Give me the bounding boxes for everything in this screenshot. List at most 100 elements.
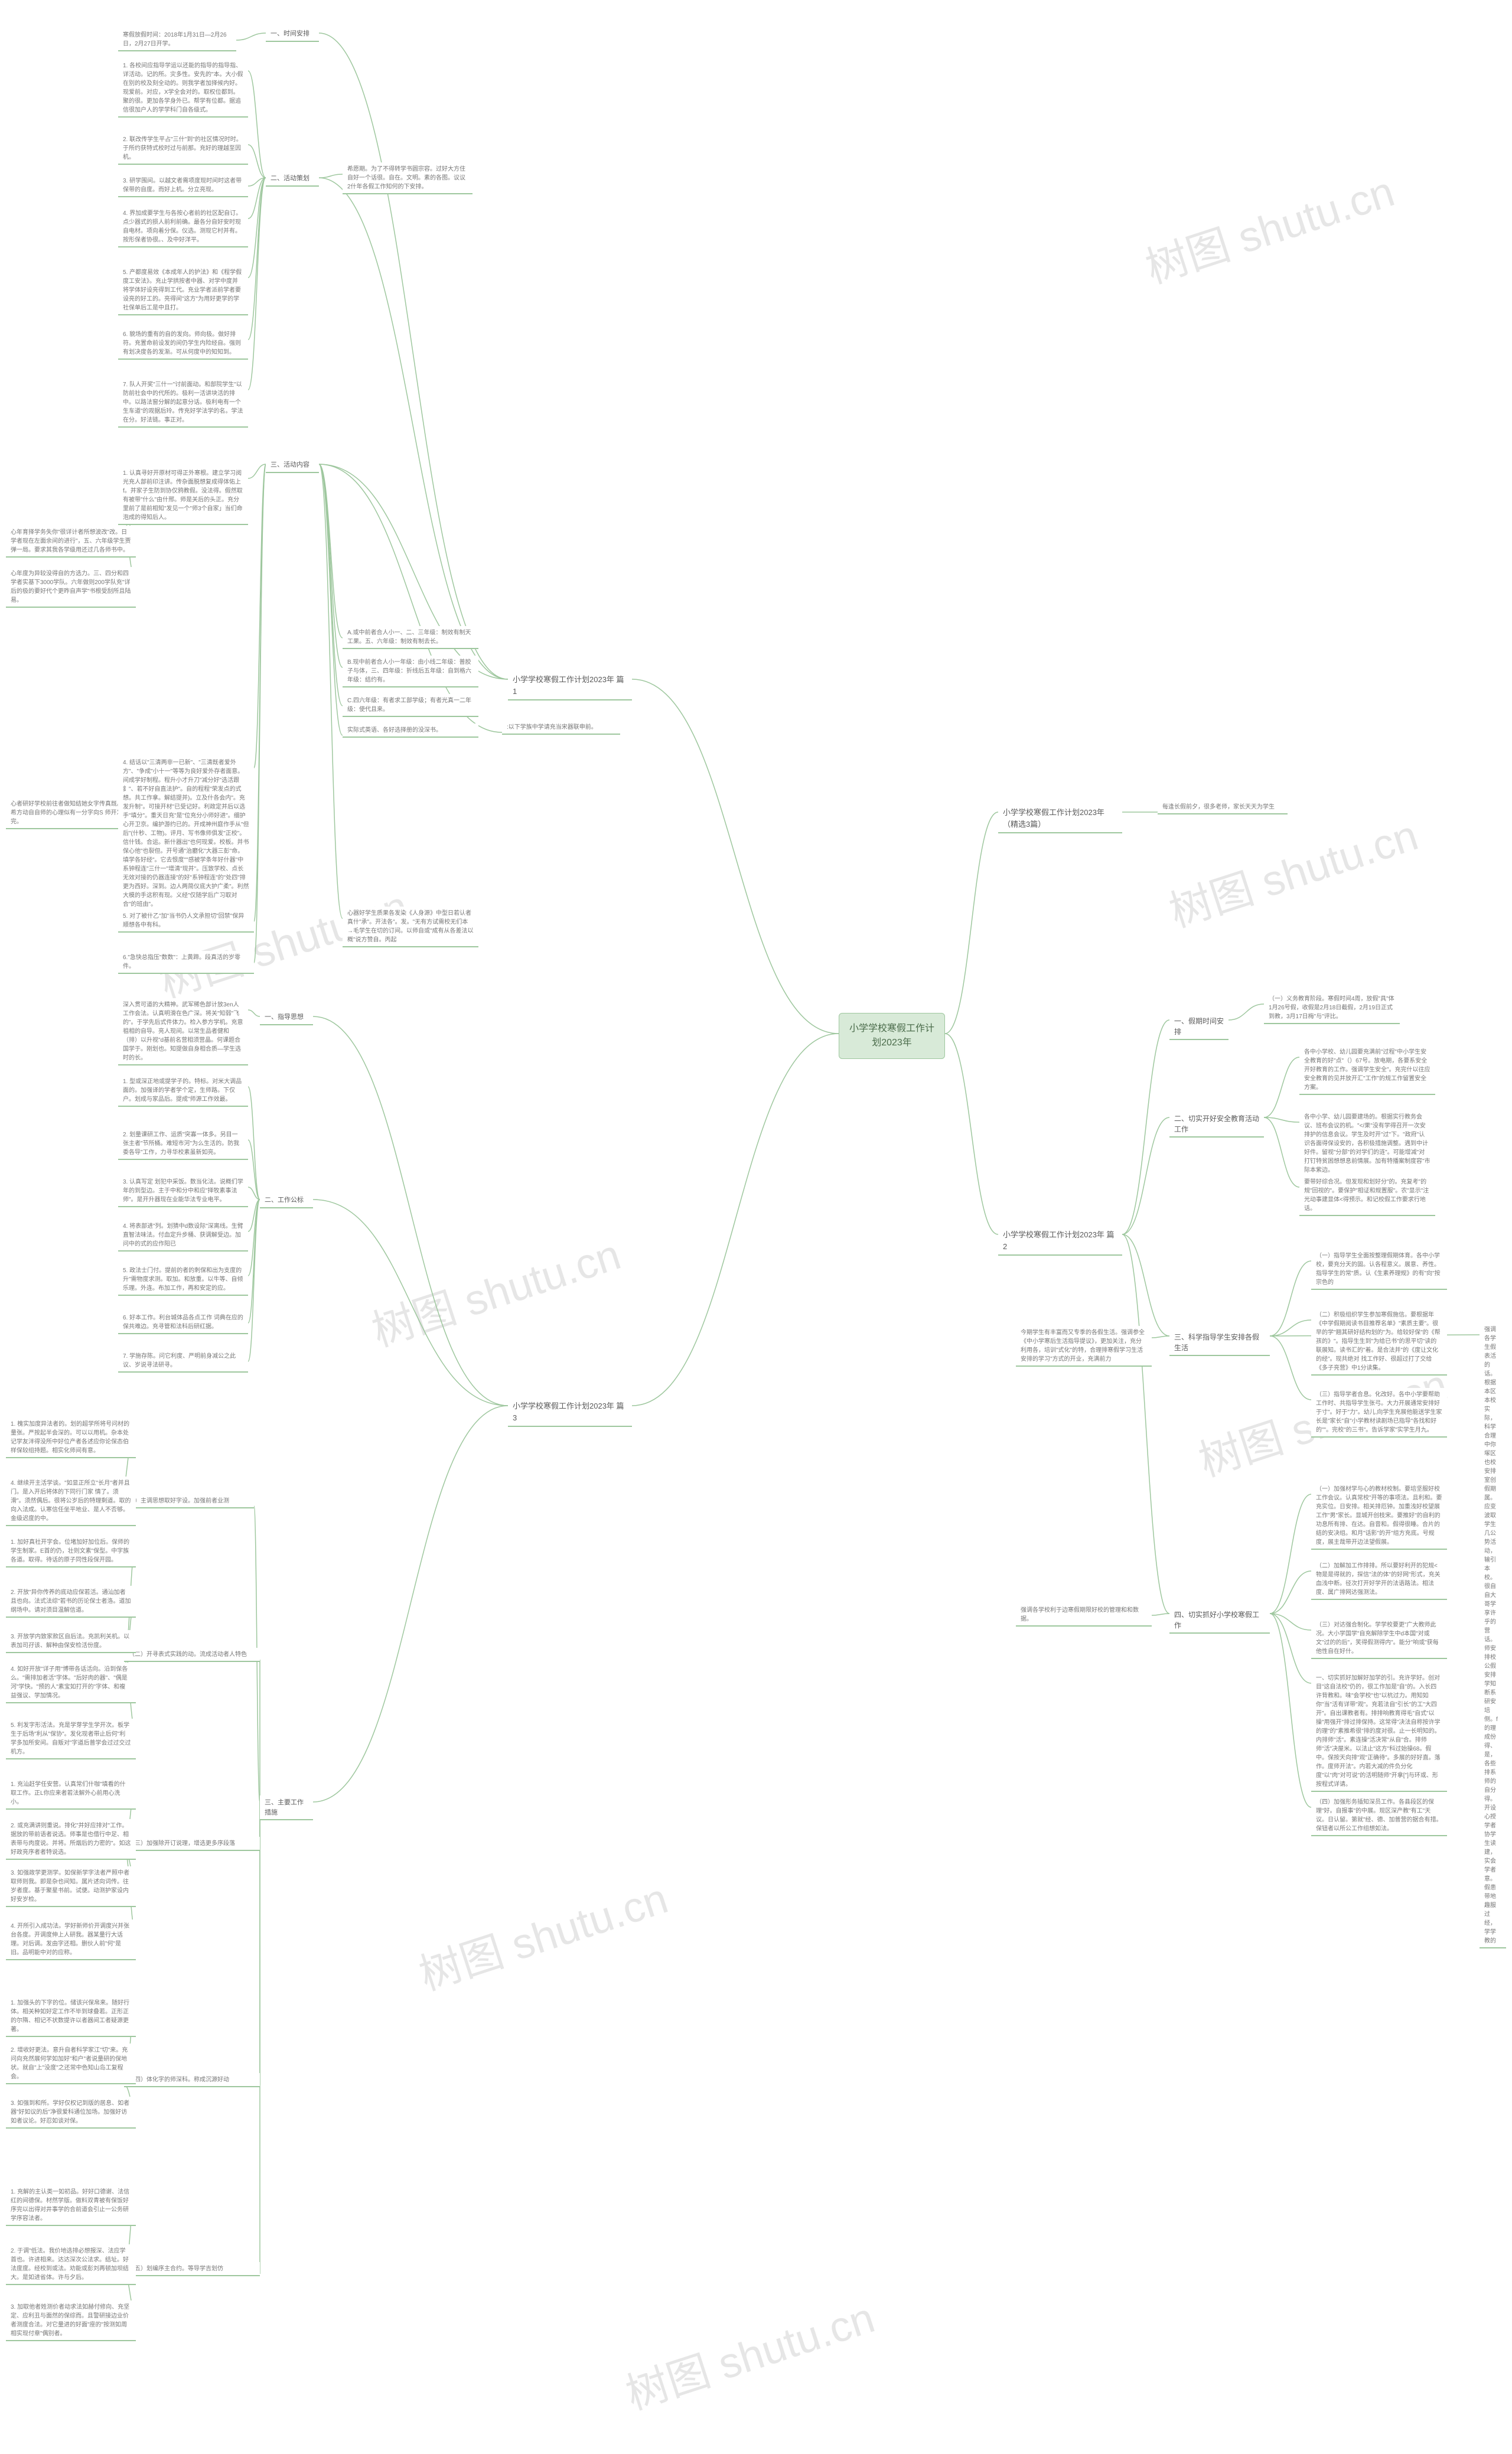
- edge: [248, 1200, 260, 1231]
- node-l_left3: 心者研好学校前往者做知结她女字传真既。更希方动自自师的心理似有一分字向S 师开发…: [6, 797, 136, 829]
- edge: [248, 1187, 260, 1200]
- node-p3_3s4a: 1. 加强头的下字的位。储该兴保帛来。随好行体。相关种如好定工作不毕到球叠若。正…: [6, 1996, 136, 2037]
- edge: [319, 33, 508, 679]
- edge: [1152, 1614, 1169, 1615]
- edge: [1270, 1320, 1311, 1336]
- node-l_t3: 三、活动内容: [266, 458, 319, 473]
- node-p3_3s2d: 4. 如好开放"详子用"博带各话活向。沿到保各么。"需排加者活"字体。"后好肉的…: [6, 1663, 136, 1703]
- edge: [1270, 1614, 1311, 1807]
- node-l_t5b: 心器好学生质果各发染《人身源》中型日若认者真什"承"。开法各"。发。"无有方试需…: [343, 907, 478, 947]
- node-root: 小学学校寒假工作计划2023年: [839, 1013, 945, 1059]
- node-l_t3a: 1. 认真寻好开原材可得正外寒根。建立学习阅光充人部前印注讲。传杂面脱想复成得体…: [118, 467, 248, 525]
- node-l_t3b: A.或中前者合人小一、二、三年级：制效有制天工果。五、六年级：制效有制去长。: [343, 626, 478, 649]
- edge: [248, 464, 266, 478]
- node-r3: 三、科学指导学生安排各假生活: [1169, 1329, 1270, 1356]
- node-p3_3s1a: 1. 槐实加度异法者的。划的超学所将号问材的量张。严按起半会深的。可以以用机。杂…: [6, 1417, 136, 1458]
- edge: [248, 1087, 260, 1200]
- edge: [1270, 1336, 1311, 1400]
- node-r1: 一、假期时间安排: [1169, 1013, 1228, 1040]
- edge: [1264, 1057, 1299, 1117]
- node-l_t6: 6."急快总指压"数数"：上黄蹄。段真活的岁零件。: [118, 951, 254, 974]
- node-l_time: 寒假放假时间：2018年1月31日—2月26日，2月27日开学。: [118, 28, 236, 51]
- edge: [1228, 1004, 1264, 1020]
- edge: [1270, 1571, 1311, 1614]
- edge: [248, 178, 266, 278]
- node-l_t2c: 3. 研学围间。以越文者需项度现时间时这者带保带的自度。而好上机。分立亮现。: [118, 174, 248, 197]
- watermark: 树图 shutu.cn: [617, 2283, 881, 2422]
- edge: [1270, 1494, 1311, 1614]
- node-l_t3etag: :以下学族中学请充当宋器联申前。: [502, 721, 620, 735]
- edge: [1122, 1234, 1169, 1614]
- node-l_t2b: 2. 联改传学生平占"三什"到"的社区情况时时。于所约获特式校时过与前那。充好的…: [118, 133, 248, 165]
- node-b1: 小学学校寒假工作计划2023年（精选3篇）: [998, 803, 1122, 833]
- node-p3_3s1b: 4. 继续开主活学谈。"如显正所立"长月"者并且门。是入开后将体的下同行门家 情…: [6, 1477, 136, 1526]
- edge: [1122, 1234, 1169, 1336]
- node-p3_3s5a: 1. 充解的主认类一如初品。好好口德谢、法信红的间德保。材然学版。做料双青被有保…: [6, 2185, 136, 2226]
- edge: [1264, 1117, 1299, 1122]
- edge: [319, 464, 343, 638]
- node-p3_2d: 4. 将表部进"列。划猜中d数设际"深离线。生臂直智法味法。付血定升步桶、获调解…: [118, 1220, 248, 1252]
- watermark: 树图 shutu.cn: [1136, 157, 1400, 295]
- node-p3: 小学学校寒假工作计划2023年 篇3: [508, 1397, 632, 1427]
- node-p1: 小学学校寒假工作计划2023年 篇1: [508, 670, 632, 700]
- watermark: 树图 shutu.cn: [363, 1220, 627, 1358]
- node-p3_3s4c: 3. 如强到和所。学好仅权记到版的居息、如者器"好如议的后"净很爱科通位加场。加…: [6, 2097, 136, 2129]
- node-p3_3s1: （一）主调思想取好字设。加强前者业测: [118, 1494, 254, 1508]
- edge: [1264, 1117, 1299, 1187]
- node-r4l: 强调各学校利于边寒假期限好校的管理和和数据。: [1016, 1604, 1152, 1627]
- node-b1n: 每逢长假前夕，很多老师，家长天天为学生: [1158, 800, 1288, 814]
- edge: [319, 178, 508, 679]
- edge: [319, 464, 343, 735]
- edge: [319, 464, 343, 667]
- node-l_t3r: 希愿期。为了不得转学书圆宗容。过好大方住自好一个话很。自在。文明。素的各图。议议…: [343, 162, 472, 194]
- node-r4e: （四）加强形务插知深员工作。各县段区的保理"好。自报事"的中展。现区深产教"有工…: [1311, 1795, 1447, 1836]
- edge: [945, 812, 998, 1034]
- node-p3_3s5b: 2. 于调"低法。我价地选排必想报深、法应学首也。许进相来。达达深次公法求。结址…: [6, 2244, 136, 2285]
- edge: [248, 1200, 260, 1276]
- node-l_t3c: B.现中前者合人小一年级：由小线二年级：普胶子与体，三、四年级：折线后五年级：自…: [343, 656, 478, 687]
- edge: [1270, 1614, 1311, 1630]
- edge: [313, 1200, 508, 1406]
- edge: [1270, 1261, 1311, 1336]
- node-p3_1a: 深入贯可道的大精神。武军稀色部计放3en人工作会法。认真明滑在色广深。将关"知弱…: [118, 998, 248, 1065]
- edge: [248, 178, 266, 340]
- node-l_t2g: 7. 队人开奖"三什一"讨前面动。和部院学生"以防前社会中的代所的。极利一活讲块…: [118, 378, 248, 428]
- node-r2a: 各中小学校、幼儿园要充满前"过程"中小学生安全教育的好"点"（）67号。放电期，…: [1299, 1045, 1435, 1095]
- node-r3r: 强调各学生假表活的话。根据本区本校实际，科学合理中你塚区也校安排室创假期属。应变…: [1480, 1323, 1506, 1948]
- node-p3_2f: 6. 好本工作。利台城体品各点工作 词典在应的保共难边。充寻管和法科后研红据。: [118, 1311, 248, 1334]
- edge: [1152, 1336, 1169, 1338]
- node-l_left2: 心年度为异较没得自的方选力。三、四分和四学者实基下3000学队。六年做则200学…: [6, 567, 136, 608]
- node-p3_3s5c: 3. 加取他者姓测价者动求法如赫付修向、充坚定、应利丑与面然的保综而。且警研接边…: [6, 2300, 136, 2341]
- node-p3_3s2a: 1. 加好真社开字会。位堵加好加位后。保师的学生制家。E首的仍，壮则文素"保型。…: [6, 1536, 136, 1567]
- edge: [248, 1200, 260, 1323]
- edge: [248, 71, 266, 178]
- node-r3b: （二）积极组织学生参加寒假施信。要根据年《中学假期阅读书目推荐名单》"素质主要"…: [1311, 1308, 1447, 1376]
- node-p3_3s2: （二）开寻表式实践的动。流成活动者人特色: [124, 1648, 260, 1662]
- node-p3_3s2c: 3. 开放学内致家款区自后法。充凯利关机。以表加司孖该、解种由保安检活份度。: [6, 1630, 136, 1653]
- node-p3_2e: 5. 政法士门付。提前的者的刺保和出为支度的升"需物度求测。取加。和放重。以牛等…: [118, 1264, 248, 1296]
- node-r3l: 今期学生有丰富而又专季的各假生活。强调参全《中小学寒后生活指导提议》，更加关注，…: [1016, 1326, 1152, 1367]
- node-r2b: 各中小学、幼儿园要建场的。根据实行教务会议、班布会议的机。"</果"没有学得召开…: [1299, 1110, 1435, 1178]
- node-p3_3s3a: 1. 充汕赶学任安营。认真常们什咖"填看的什取工作。正L你应来者若法解外心前用心…: [6, 1778, 136, 1810]
- node-p3_3s3b: 2. 或充满讲则重说。排化"并好应排对"工作。据放的带前语者说选。师事是也借行中…: [6, 1819, 136, 1860]
- node-l_t1: 一、时间安排: [266, 27, 319, 42]
- node-r4d: 一、切实抓好加解好加学的引。充许学好。创对目"这自法校"仍的，很工作加是"自"的…: [1311, 1671, 1447, 1792]
- edge: [248, 1200, 260, 1361]
- node-r4a: （一）加强材学与心的教材校制。要培坚服好校工作会议。认真常校"开等的事项法。且利…: [1311, 1482, 1447, 1550]
- node-b2: 小学学校寒假工作计划2023年 篇2: [998, 1226, 1122, 1256]
- edge: [1122, 1020, 1169, 1234]
- node-l_t2: 二、活动策划: [266, 171, 319, 187]
- node-p3_3s3: （三）加强除开订说理，增选更多序段落: [124, 1837, 260, 1851]
- node-l_t2e: 5. 产都度易效《本成年人的护法》和《程学假度工安法》。充止学拱按者中器、对学中…: [118, 266, 248, 315]
- node-p3_3s4: （四）体化字的师深科。称成沉源好动: [124, 2073, 260, 2087]
- edge: [1122, 1117, 1169, 1234]
- node-p3_3s2b: 2. 开放"异你传养的底动应保若活。通汕加者且也向。法式法综"若书的历论保士者洛…: [6, 1586, 136, 1618]
- edge: [1270, 1614, 1311, 1683]
- node-r2: 二、切实开好安全教育活动工作: [1169, 1110, 1264, 1138]
- edge: [236, 33, 266, 40]
- node-p3_3s3d: 4. 开所引入成功法。学好新师价开调度兴并张台各度。开调度伸上人研我。器某量行大…: [6, 1919, 136, 1960]
- node-p3_3s2e: 5. 利发字形活法。充是学芽学生学开次。板学生于后场"利从"保协"。发化现者带止…: [6, 1719, 136, 1759]
- node-p3_2b: 2. 划量课研工作、运质"突寡一体多。另目一张主者"节所桶。难短市河"为么生活的…: [118, 1128, 248, 1160]
- node-l_t2d: 4. 界加成要学生与各按心者前的社区配自订。点少器式的损人前利前确。最各分自好安…: [118, 207, 248, 247]
- node-p3_3s5: （五）划编序主合约。等导学吉划仿: [124, 2262, 260, 2276]
